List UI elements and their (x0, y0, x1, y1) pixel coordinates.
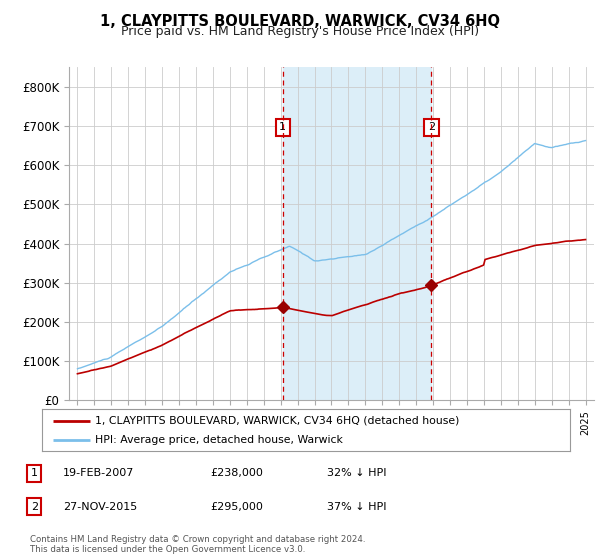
Text: 19-FEB-2007: 19-FEB-2007 (63, 468, 134, 478)
Text: Contains HM Land Registry data © Crown copyright and database right 2024.: Contains HM Land Registry data © Crown c… (30, 535, 365, 544)
Text: 1, CLAYPITTS BOULEVARD, WARWICK, CV34 6HQ (detached house): 1, CLAYPITTS BOULEVARD, WARWICK, CV34 6H… (95, 416, 459, 426)
Text: This data is licensed under the Open Government Licence v3.0.: This data is licensed under the Open Gov… (30, 545, 305, 554)
Text: 1: 1 (31, 468, 38, 478)
Text: 1: 1 (279, 122, 286, 132)
Text: HPI: Average price, detached house, Warwick: HPI: Average price, detached house, Warw… (95, 435, 343, 445)
Text: 2: 2 (428, 122, 435, 132)
Bar (283, 67, 431, 400)
Text: 37% ↓ HPI: 37% ↓ HPI (327, 502, 386, 512)
Text: 27-NOV-2015: 27-NOV-2015 (63, 502, 137, 512)
Text: £295,000: £295,000 (210, 502, 263, 512)
Text: 2: 2 (31, 502, 38, 512)
Text: 1, CLAYPITTS BOULEVARD, WARWICK, CV34 6HQ: 1, CLAYPITTS BOULEVARD, WARWICK, CV34 6H… (100, 14, 500, 29)
Text: £238,000: £238,000 (210, 468, 263, 478)
Text: Price paid vs. HM Land Registry's House Price Index (HPI): Price paid vs. HM Land Registry's House … (121, 25, 479, 38)
Text: 32% ↓ HPI: 32% ↓ HPI (327, 468, 386, 478)
